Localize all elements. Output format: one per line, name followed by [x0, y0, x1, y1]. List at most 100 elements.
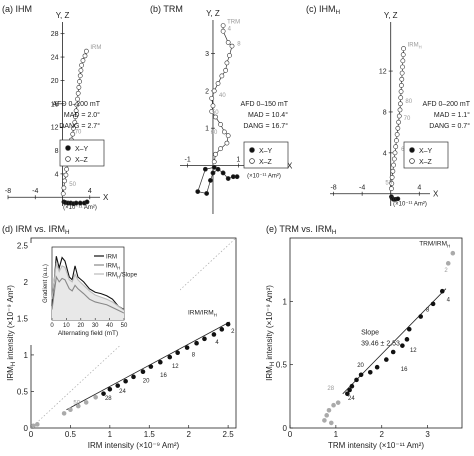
data-point: [335, 400, 341, 405]
start-label: IRMH: [408, 43, 422, 50]
y-tick-label: 1: [205, 126, 209, 133]
x-axis-label: X: [287, 162, 293, 171]
x-tick-label: 0.5: [65, 430, 77, 439]
step-label: 50: [385, 181, 392, 187]
step-label: 60: [211, 130, 218, 136]
x-tick-label: 1: [236, 157, 240, 164]
data-point: [398, 95, 404, 101]
data-point: [445, 261, 451, 266]
y-axis-label: Y, Z: [384, 11, 398, 20]
data-point: [31, 423, 36, 429]
inset-series-line: [51, 256, 125, 311]
panel-title: (e) TRM vs. IRMH: [266, 224, 337, 236]
inset-x-tick-label: 20: [77, 323, 84, 329]
data-point: [61, 411, 67, 416]
legend-label: X–Z: [419, 159, 433, 166]
data-point: [64, 166, 70, 172]
start-label: IRM: [90, 45, 101, 51]
data-point: [175, 350, 180, 356]
data-point: [220, 170, 226, 176]
data-point: [84, 199, 90, 205]
data-point: [61, 185, 67, 191]
data-point: [400, 52, 406, 58]
x-axis-label: IRM intensity (×10⁻⁹ Am²): [88, 441, 180, 450]
data-point: [324, 413, 329, 418]
legend-label: X–Z: [75, 157, 89, 164]
x-tick-label: 0: [288, 430, 293, 439]
data-point: [393, 144, 399, 150]
data-point: [77, 200, 83, 206]
y-tick-label: 1: [24, 351, 29, 360]
inset-x-tick-label: 0: [50, 323, 54, 329]
data-point: [218, 146, 223, 152]
annotation: AFD 0–150 mT: [241, 101, 289, 108]
data-point: [73, 108, 79, 114]
data-point: [77, 73, 83, 79]
x-tick-label: 2.5: [223, 430, 235, 439]
data-point: [430, 301, 436, 307]
data-point: [399, 82, 404, 88]
inset-series-line: [51, 275, 125, 314]
annotation: DANG = 0.7°: [429, 122, 470, 130]
x-tick-label: 4: [88, 188, 92, 195]
data-point: [75, 96, 80, 102]
x-tick-label: 1: [108, 430, 113, 439]
data-point: [223, 67, 229, 73]
data-point: [218, 122, 223, 127]
data-point: [107, 386, 113, 392]
data-point: [211, 88, 217, 94]
data-point: [406, 326, 412, 332]
data-point: [374, 364, 380, 370]
data-point: [208, 178, 213, 183]
data-point: [79, 62, 84, 68]
data-point: [224, 140, 230, 146]
x-axis-label: X: [433, 190, 439, 199]
y-tick-label: 0.5: [17, 387, 29, 396]
data-point: [220, 28, 226, 34]
data-point: [221, 129, 227, 135]
data-point: [358, 372, 364, 378]
data-point: [76, 85, 82, 90]
point-label: 28: [327, 386, 334, 392]
fit-line: [66, 321, 230, 411]
unit-label: (×10⁻¹¹ Am²): [63, 205, 97, 211]
data-point: [115, 383, 121, 388]
data-point: [83, 400, 89, 405]
data-point: [123, 378, 128, 384]
step-label: 50: [212, 110, 219, 116]
data-point: [68, 407, 73, 413]
y-tick-label: 0.5: [276, 361, 288, 370]
y-tick-label: 16: [51, 101, 59, 108]
data-point: [194, 340, 199, 346]
y-tick-label: 4: [55, 171, 59, 178]
data-point: [209, 95, 215, 101]
data-point: [78, 68, 84, 73]
panel-c: (c) IHMH Y, Z X (×10⁻¹¹ Am²) -8 -4 4 4 8 12 IRMH 50…: [306, 4, 471, 208]
data-point: [131, 374, 136, 380]
x-tick-label: -4: [32, 188, 38, 195]
panel-title: (b) TRM: [150, 4, 183, 14]
data-point: [93, 395, 98, 400]
data-point: [399, 76, 405, 82]
point-label: IRM/IRMH: [188, 310, 217, 318]
slope-annotation: 39.46 ± 2.53: [361, 340, 400, 347]
data-point: [210, 103, 216, 109]
data-point: [213, 114, 218, 120]
y-tick-label: 1.5: [17, 314, 29, 323]
data-point: [389, 174, 395, 180]
data-point: [195, 189, 201, 195]
y-tick-label: 20: [51, 78, 59, 85]
unit-label: (×10⁻¹¹ Am²): [393, 202, 427, 208]
data-point: [215, 81, 221, 86]
data-point: [400, 343, 405, 348]
x-tick-label: 2: [186, 430, 191, 439]
y-tick-label: 0: [24, 424, 29, 433]
data-point: [392, 150, 398, 156]
legend-label: X–Y: [75, 146, 89, 153]
unit-label: (×10⁻¹¹ Am²): [247, 174, 281, 180]
point-label: 20: [143, 379, 150, 385]
x-tick-label: -8: [330, 185, 336, 192]
data-point: [71, 125, 76, 131]
legend-marker: [249, 147, 255, 153]
